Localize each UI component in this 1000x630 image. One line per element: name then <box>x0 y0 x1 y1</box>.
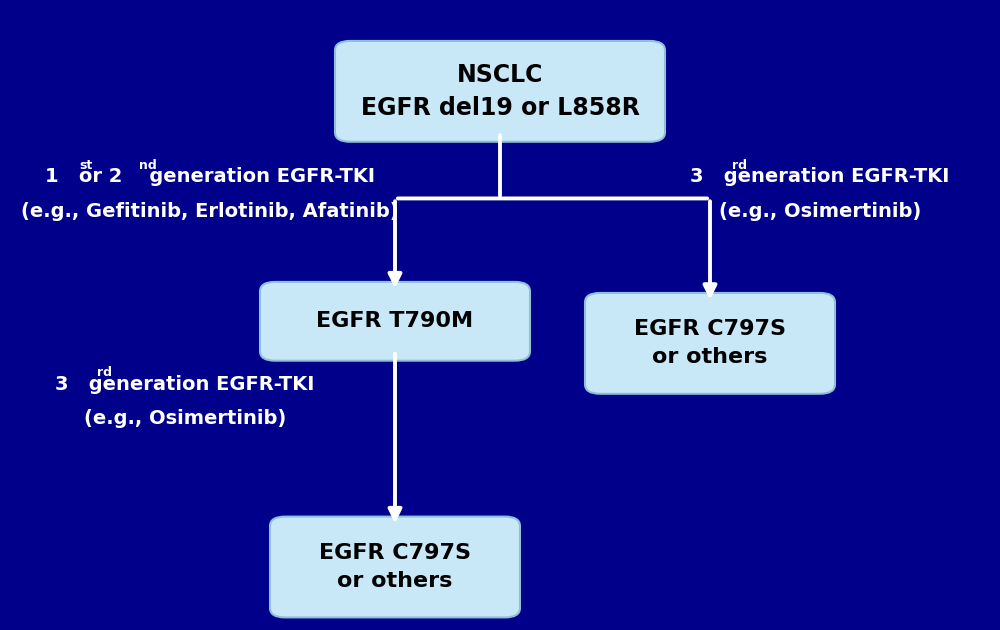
Text: (e.g., Gefitinib, Erlotinib, Afatinib): (e.g., Gefitinib, Erlotinib, Afatinib) <box>21 202 399 220</box>
Text: EGFR C797S
or others: EGFR C797S or others <box>319 543 471 591</box>
Text: NSCLC
EGFR del19 or L858R: NSCLC EGFR del19 or L858R <box>361 62 639 120</box>
Text: EGFR C797S
or others: EGFR C797S or others <box>634 319 786 367</box>
Text: nd: nd <box>139 159 156 171</box>
FancyBboxPatch shape <box>585 293 835 394</box>
Text: 1   or 2    generation EGFR-TKI: 1 or 2 generation EGFR-TKI <box>45 167 375 186</box>
Text: st: st <box>79 159 92 171</box>
FancyBboxPatch shape <box>335 41 665 142</box>
Text: 3   generation EGFR-TKI: 3 generation EGFR-TKI <box>55 375 315 394</box>
Text: (e.g., Osimertinib): (e.g., Osimertinib) <box>719 202 921 220</box>
FancyBboxPatch shape <box>270 517 520 617</box>
FancyBboxPatch shape <box>260 282 530 360</box>
Text: rd: rd <box>732 159 747 171</box>
Text: EGFR T790M: EGFR T790M <box>316 311 474 331</box>
Text: rd: rd <box>97 367 112 379</box>
Text: 3   generation EGFR-TKI: 3 generation EGFR-TKI <box>690 167 950 186</box>
Text: (e.g., Osimertinib): (e.g., Osimertinib) <box>84 410 286 428</box>
